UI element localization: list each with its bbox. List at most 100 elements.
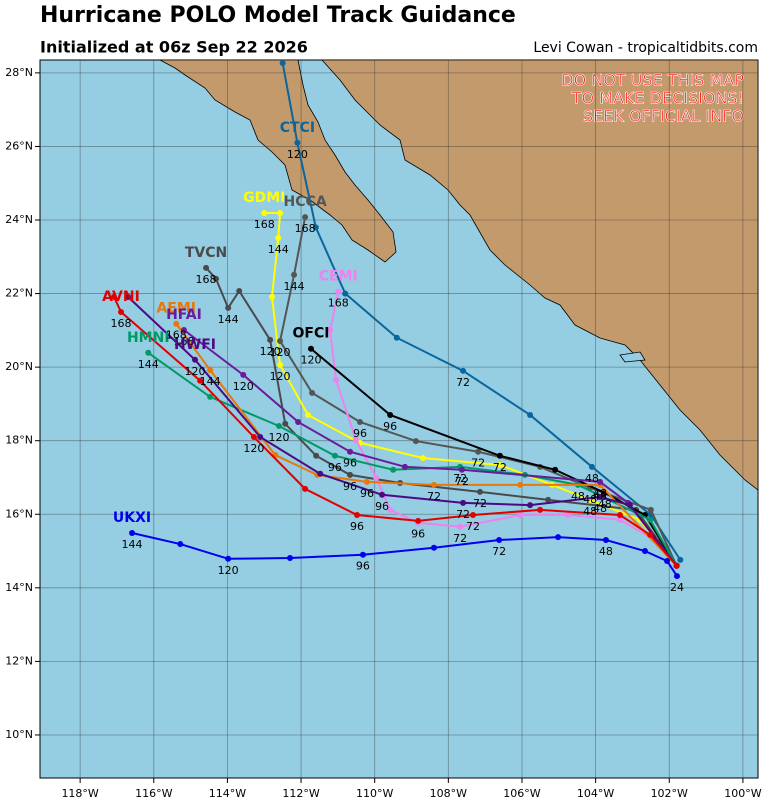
track-point	[333, 377, 340, 384]
hour-label: 168	[166, 329, 187, 342]
chart-subtitle: Initialized at 06z Sep 22 2026	[40, 38, 308, 57]
model-name: OFCI	[293, 326, 330, 342]
track-point	[517, 481, 524, 488]
track-point	[287, 555, 294, 562]
track-point	[545, 496, 552, 503]
hour-label: 72	[471, 457, 485, 470]
hour-label: 72	[473, 497, 487, 510]
track-point	[647, 531, 654, 538]
track-point	[275, 235, 282, 242]
x-tick-label: 102°W	[651, 787, 688, 800]
track-point	[275, 422, 282, 429]
warning-line: TO MAKE DECISIONS!	[571, 89, 744, 108]
hour-label: 24	[670, 581, 684, 594]
hour-label: 96	[350, 520, 364, 533]
track-point	[602, 537, 609, 544]
track-point	[517, 512, 524, 519]
hour-label: 48	[571, 490, 585, 503]
track-point	[225, 304, 232, 311]
hour-label: 120	[270, 346, 291, 359]
track-point	[268, 293, 275, 300]
hour-label: 144	[122, 538, 143, 551]
track-point	[597, 493, 604, 500]
hour-label: 120	[185, 365, 206, 378]
track-point	[415, 517, 422, 524]
track-point	[430, 544, 437, 551]
hour-label: 72	[456, 508, 470, 521]
track-point	[430, 481, 437, 488]
track-point	[647, 516, 654, 523]
track-point	[457, 523, 464, 530]
y-tick-label: 12°N	[5, 654, 33, 667]
track-point	[342, 290, 349, 297]
track-point	[673, 573, 680, 580]
hour-label: 168	[254, 218, 275, 231]
hour-label: 72	[492, 545, 506, 558]
track-point	[401, 463, 408, 470]
track-point	[111, 293, 118, 300]
track-point	[302, 214, 309, 221]
track-point	[192, 356, 199, 363]
hour-label: 168	[111, 317, 132, 330]
y-tick-label: 20°N	[5, 360, 33, 373]
track-point	[277, 210, 284, 217]
hour-label: 48	[593, 487, 607, 500]
model-name: CEMI	[319, 269, 358, 285]
track-point	[359, 551, 366, 558]
track-line	[281, 62, 682, 561]
track-point	[347, 448, 354, 455]
hour-label: 96	[411, 528, 425, 541]
model-name: AVNI	[102, 289, 140, 305]
hour-label: 120	[260, 345, 281, 358]
track-point	[588, 463, 595, 470]
track-point	[673, 562, 680, 569]
track-point	[387, 506, 394, 513]
track-point	[277, 338, 284, 345]
track-point	[261, 210, 268, 217]
track-point	[207, 367, 214, 374]
hour-label: 168	[295, 222, 316, 235]
model-name: HMNI	[127, 330, 170, 346]
track-point	[240, 371, 247, 378]
track-point	[496, 537, 503, 544]
warning: DO NOT USE THIS MAP TO MAKE DECISIONS! S…	[561, 70, 745, 126]
model-name: GDMI	[243, 190, 285, 206]
y-tick-label: 22°N	[5, 287, 33, 300]
track-point	[496, 452, 503, 459]
hour-label: 120	[233, 380, 254, 393]
x-tick-label: 112°W	[282, 787, 319, 800]
track-point	[250, 434, 257, 441]
hour-label: 72	[427, 490, 441, 503]
warning-line: SEEK OFFICIAL INFO	[583, 107, 744, 126]
x-tick-label: 116°W	[135, 787, 172, 800]
track-point	[236, 287, 243, 294]
hour-label: 120	[243, 442, 264, 455]
track-point	[527, 502, 534, 509]
hour-label: 168	[328, 297, 349, 310]
hour-label: 48	[583, 493, 597, 506]
track-point	[305, 411, 312, 418]
track-point	[225, 555, 232, 562]
track-point	[347, 471, 354, 478]
hour-label: 144	[200, 375, 221, 388]
mainland-mexico	[321, 60, 758, 491]
hour-label: 168	[173, 335, 194, 348]
track-point	[390, 466, 397, 473]
model-name: AEMI	[156, 301, 196, 317]
x-tick-label: 100°W	[724, 787, 761, 800]
track-point	[373, 474, 380, 481]
track-point	[207, 393, 214, 400]
x-tick-label: 114°W	[209, 787, 246, 800]
y-tick-label: 16°N	[5, 507, 33, 520]
hour-label: 48	[598, 498, 612, 511]
track-point	[616, 516, 623, 523]
track-point	[470, 512, 477, 519]
hour-label: 120	[287, 148, 308, 161]
track-point	[477, 488, 484, 495]
hour-label: 72	[493, 461, 507, 474]
track-point	[294, 139, 301, 146]
hour-label: 72	[453, 472, 467, 485]
track-point	[331, 452, 338, 459]
track-point	[313, 452, 320, 459]
track-point	[379, 491, 386, 498]
